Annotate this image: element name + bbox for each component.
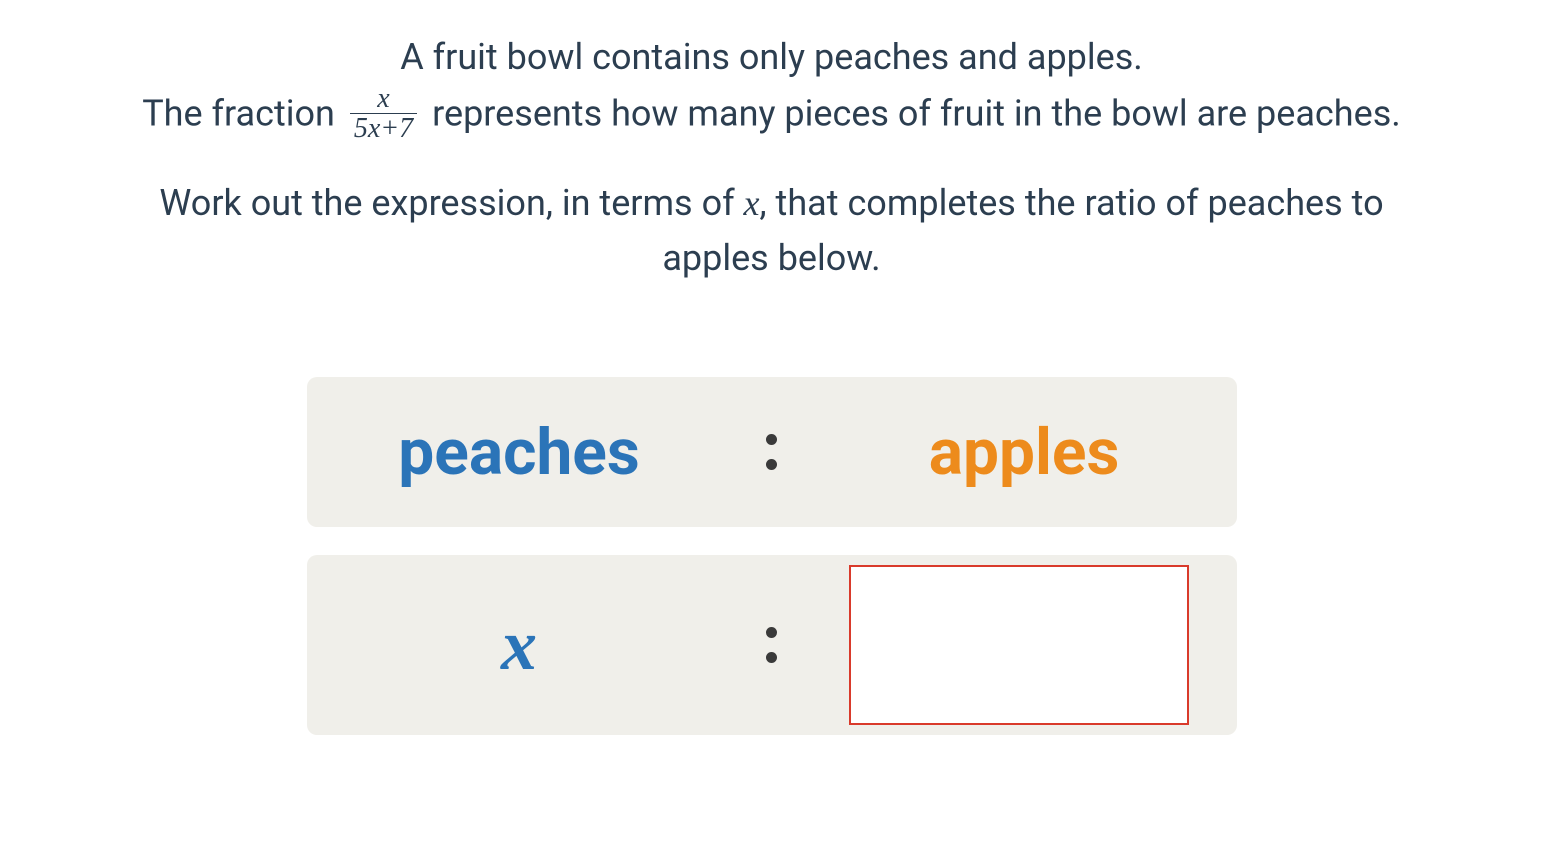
fraction-denominator: 5x+7 [350, 113, 417, 143]
question-line-2-post: represents how many pieces of fruit in t… [432, 92, 1401, 134]
question-var-x: x [744, 183, 760, 223]
ratio-value-x: x [501, 605, 537, 685]
question-line-3b: , that completes the ratio of peaches to [760, 182, 1384, 224]
ratio-header-apples: apples [812, 415, 1237, 490]
ratio-value-apples-cell [812, 565, 1237, 725]
ratio-header-peaches: peaches [307, 415, 732, 490]
question-text: A fruit bowl contains only peaches and a… [20, 30, 1523, 287]
question-line-3a: Work out the expression, in terms of [159, 182, 743, 224]
fraction-numerator: x [350, 84, 417, 113]
question-line-3: Work out the expression, in terms of x, … [20, 176, 1523, 288]
ratio-value-peaches: x [307, 604, 732, 687]
ratio-container: peaches apples x [307, 377, 1237, 735]
ratio-header-row: peaches apples [307, 377, 1237, 527]
ratio-colon-icon [732, 613, 812, 677]
question-line-2: The fraction x 5x+7 represents how many … [20, 86, 1523, 146]
question-line-2-pre: The fraction [142, 92, 344, 134]
question-line-1: A fruit bowl contains only peaches and a… [20, 30, 1523, 86]
question-line-3c: apples below. [662, 237, 880, 279]
ratio-values-row: x [307, 555, 1237, 735]
question-line-1-text: A fruit bowl contains only peaches and a… [400, 36, 1143, 78]
fraction: x 5x+7 [350, 84, 417, 144]
answer-input-box[interactable] [849, 565, 1189, 725]
ratio-colon-icon [732, 420, 812, 484]
